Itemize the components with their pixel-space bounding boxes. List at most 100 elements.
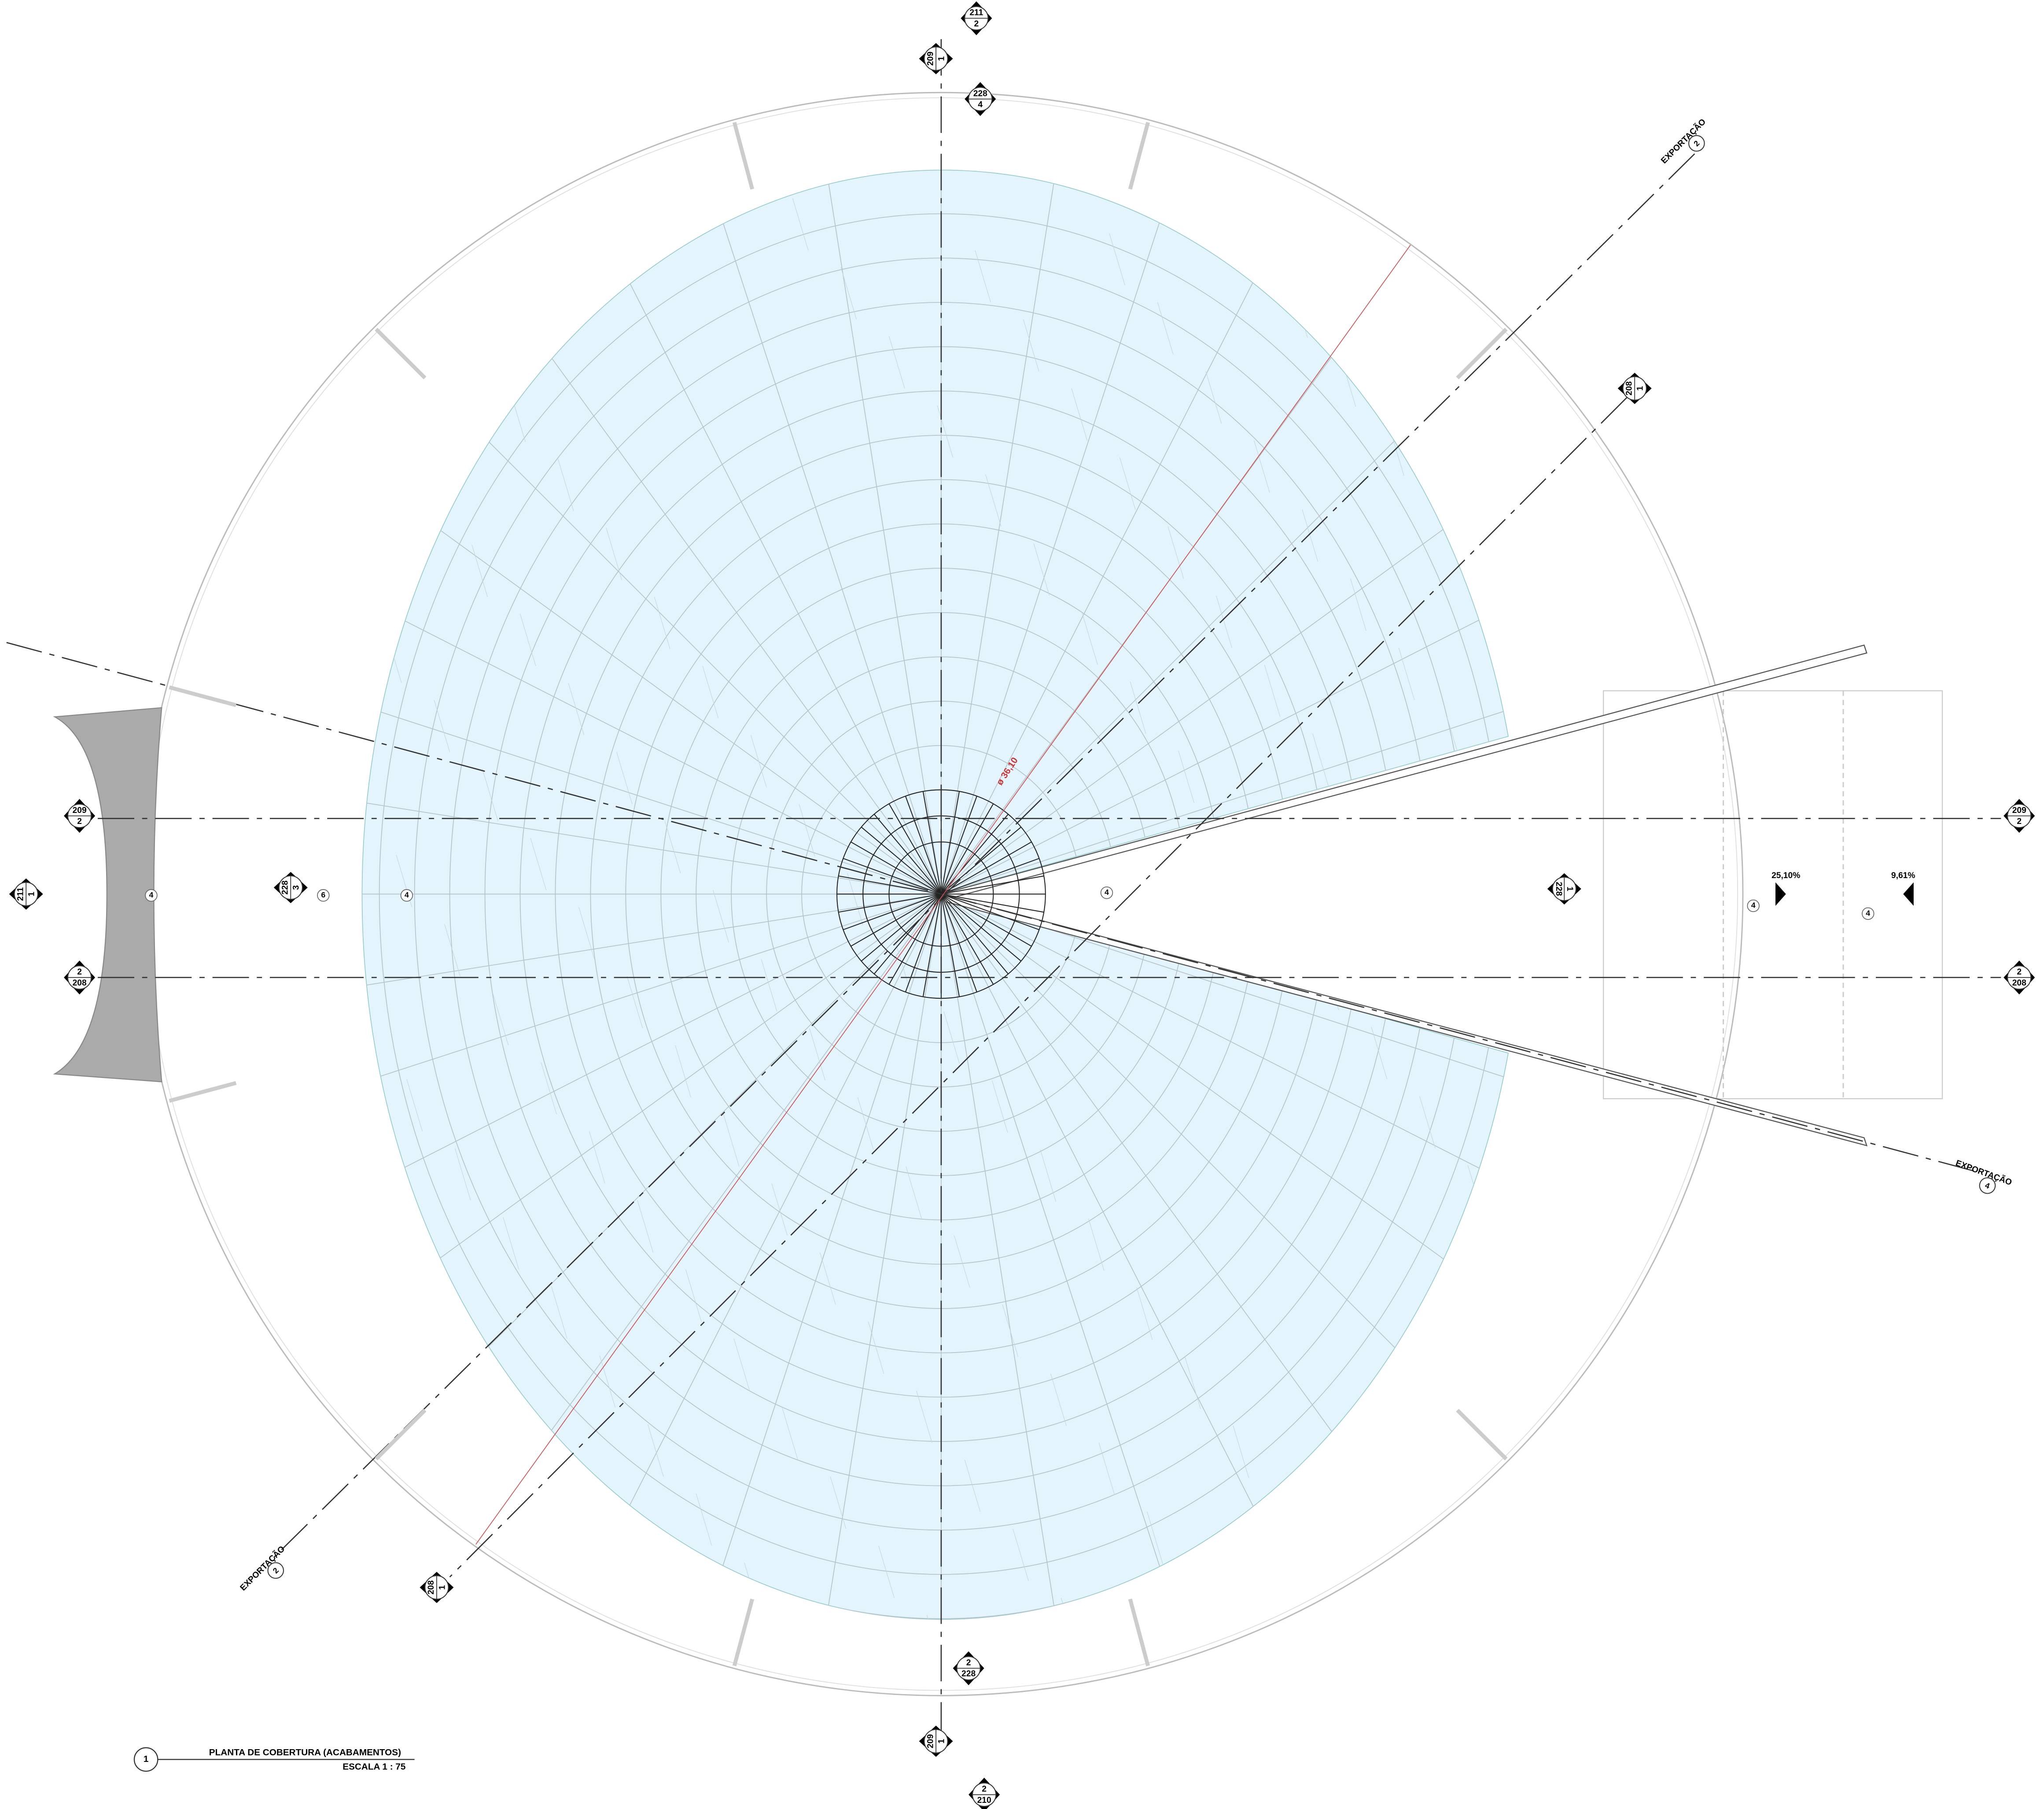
dome-hatch <box>1216 596 1232 648</box>
dome-rib <box>362 893 942 1177</box>
hub-rib <box>941 875 1044 895</box>
dome-hatch <box>1088 1218 1105 1271</box>
ring-joint <box>1128 1598 1150 1666</box>
dome-hatch <box>975 250 991 303</box>
hub-rib <box>940 791 960 894</box>
dome-hatch <box>675 1045 691 1098</box>
dome-rib <box>362 357 942 895</box>
dome-rib <box>941 893 1508 1177</box>
dome-hatch <box>648 1424 664 1477</box>
marker-top: 209 <box>2012 806 2026 815</box>
dome-hatch <box>1040 1149 1057 1202</box>
marker-bottom: 1 <box>27 892 37 897</box>
hub-rib <box>851 893 942 947</box>
hub <box>836 789 1046 999</box>
dome-hatch <box>1312 733 1329 786</box>
dome-hatch <box>1130 681 1146 734</box>
dome-hatch <box>578 907 595 960</box>
section-marker: 208 1 <box>420 1572 454 1603</box>
dome-hatch <box>1023 319 1039 372</box>
ring-joint <box>375 1408 427 1460</box>
hub-rib <box>941 827 1022 895</box>
dome-hatch <box>1425 268 1442 321</box>
marker-bottom: 1 <box>937 56 946 61</box>
dome-hatch <box>1329 1564 1346 1616</box>
dome-rib <box>941 611 1508 895</box>
dome-hatch <box>840 267 857 320</box>
tag-label: 4 <box>1751 901 1756 910</box>
hub-rib <box>941 893 1032 947</box>
dome-hatch <box>888 336 905 389</box>
marker-top: 209 <box>926 51 935 66</box>
dome-hatch <box>696 1493 712 1546</box>
axes <box>6 39 2001 1760</box>
marker-top: 1 <box>1565 886 1574 891</box>
hub-rib <box>843 893 942 930</box>
tag-label: 4 <box>1105 888 1109 897</box>
marker-top: 211 <box>969 8 983 18</box>
hub-rib <box>922 894 942 997</box>
dome-hatch <box>761 959 777 1011</box>
dome-hatch <box>1484 562 1501 614</box>
marker-bottom: 2 <box>77 817 82 826</box>
dome-hatch <box>482 768 498 821</box>
marker-top: 209 <box>73 806 87 815</box>
dome-hatch <box>985 474 1002 527</box>
dome-hatch <box>943 1011 960 1064</box>
hub-rib <box>873 893 942 974</box>
hub-rib <box>941 858 1039 895</box>
dome-hatch <box>964 1460 981 1512</box>
hub-rib <box>941 893 1044 913</box>
slope-arrow <box>1903 882 1914 906</box>
dome-hatch <box>637 1200 654 1253</box>
ring-joint <box>375 327 427 379</box>
dome-hatch <box>423 475 440 528</box>
dome-hatch <box>1167 526 1184 579</box>
dome-hatch <box>1205 371 1222 424</box>
marker-top: 2 <box>982 1785 987 1794</box>
marker-bottom: 208 <box>2012 978 2026 988</box>
section-marker: 209 1 <box>919 1725 953 1757</box>
hub-rib <box>888 803 942 894</box>
beam <box>941 644 1867 900</box>
dome-hatch <box>664 821 681 874</box>
dome-hatch <box>541 1062 557 1114</box>
dome-hatch <box>1226 820 1243 872</box>
dome-hatch <box>1147 1511 1163 1564</box>
tag <box>145 889 158 902</box>
dome-hatch <box>1264 664 1281 717</box>
slope-label: 9,61% <box>1891 871 1915 880</box>
dome-hatch <box>1377 199 1394 252</box>
dome-hatch <box>375 406 391 459</box>
marker-bottom: 3 <box>292 885 301 890</box>
dome-hatch <box>1050 1373 1067 1426</box>
dome-hatch <box>1233 1426 1249 1478</box>
dome-hatch <box>616 752 633 805</box>
dome-hatch <box>830 1476 847 1529</box>
dome-hatch <box>406 1079 423 1132</box>
marker-bottom: 228 <box>961 1669 976 1679</box>
dome-hatch <box>1419 1096 1436 1148</box>
dome-hatch <box>792 198 809 250</box>
dome-rib <box>362 751 942 895</box>
section-marker: 211 1 <box>9 878 43 910</box>
dome-hatch <box>771 1183 788 1236</box>
dome-hatch <box>1254 440 1270 493</box>
dome-hatch <box>1495 786 1508 838</box>
tag <box>1100 886 1113 899</box>
tag <box>400 889 413 902</box>
dome-hatch <box>368 1234 385 1287</box>
dome-hatch <box>434 699 450 752</box>
dome-hatch <box>530 838 547 890</box>
dome-hatch <box>819 1252 836 1305</box>
hub-rib <box>905 796 942 894</box>
hub-rib <box>941 814 1009 894</box>
dome-rib <box>941 893 1508 1309</box>
marker-circle <box>1979 1177 1996 1194</box>
ring-joint <box>169 685 237 707</box>
